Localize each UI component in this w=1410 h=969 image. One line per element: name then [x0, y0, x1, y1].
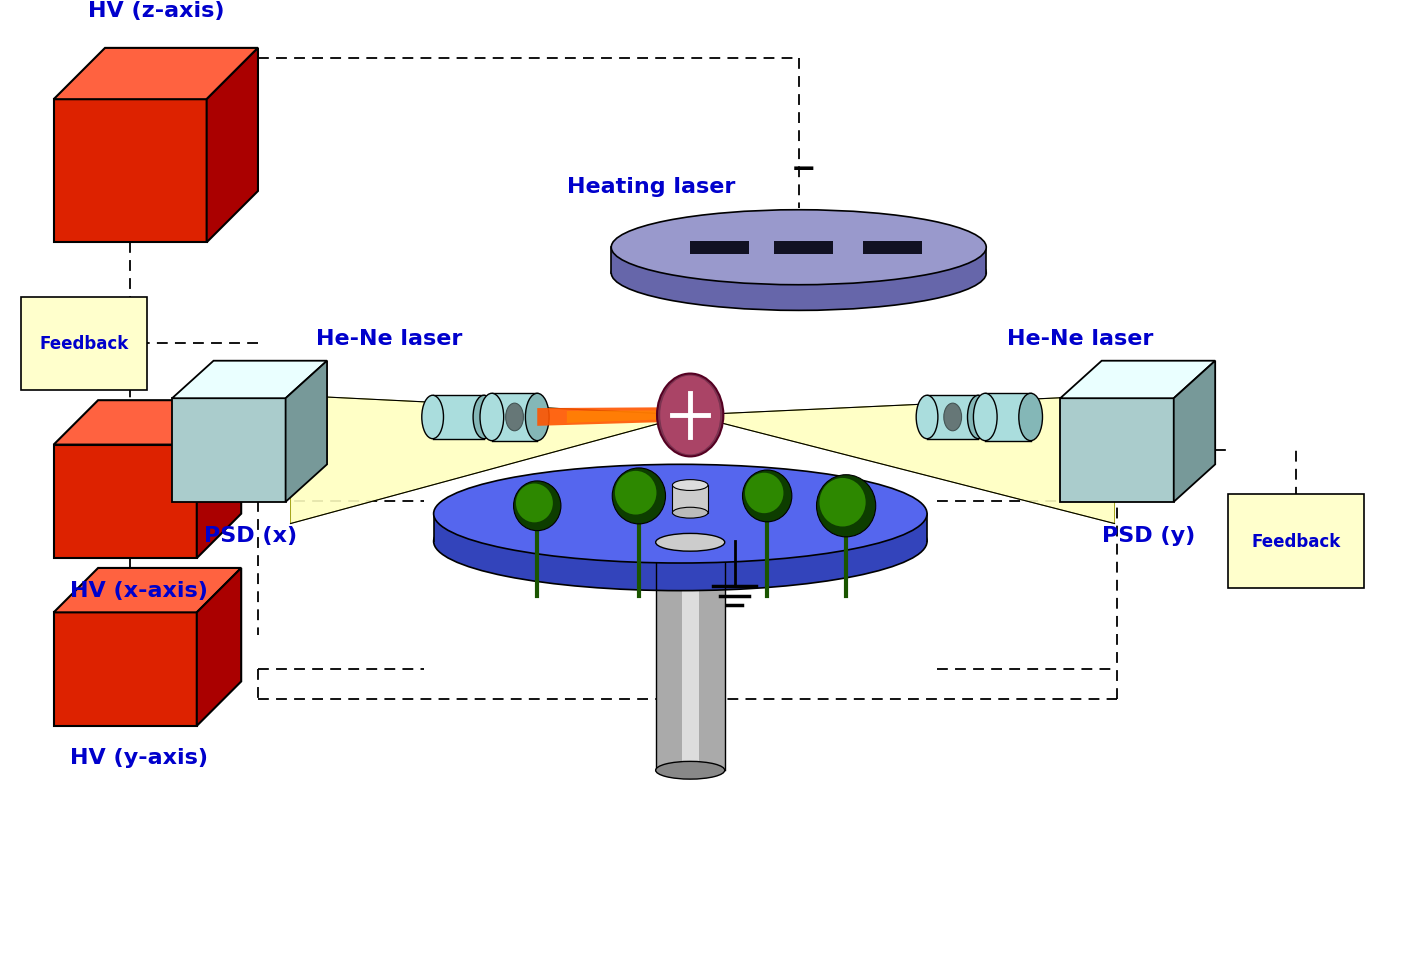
- Text: Feedback: Feedback: [39, 335, 128, 353]
- Ellipse shape: [434, 492, 926, 591]
- Polygon shape: [290, 396, 691, 524]
- Ellipse shape: [660, 376, 721, 454]
- Ellipse shape: [526, 393, 548, 441]
- Text: He-Ne laser: He-Ne laser: [316, 328, 462, 349]
- Ellipse shape: [513, 482, 561, 531]
- Text: PSD (x): PSD (x): [204, 526, 298, 546]
- Polygon shape: [1173, 361, 1215, 502]
- Ellipse shape: [744, 473, 784, 514]
- FancyBboxPatch shape: [1228, 494, 1365, 588]
- Ellipse shape: [1019, 393, 1042, 441]
- Ellipse shape: [916, 396, 938, 439]
- Polygon shape: [54, 445, 197, 558]
- Polygon shape: [207, 48, 258, 243]
- Polygon shape: [54, 612, 197, 726]
- Polygon shape: [774, 241, 833, 255]
- Ellipse shape: [479, 393, 503, 441]
- Polygon shape: [197, 401, 241, 558]
- Polygon shape: [54, 48, 258, 100]
- Polygon shape: [172, 399, 286, 502]
- Text: HV (y-axis): HV (y-axis): [69, 748, 207, 767]
- Polygon shape: [433, 396, 484, 439]
- Polygon shape: [54, 100, 207, 243]
- Polygon shape: [926, 396, 979, 439]
- Polygon shape: [691, 396, 1114, 524]
- Polygon shape: [1060, 399, 1173, 502]
- Text: PSD (y): PSD (y): [1103, 526, 1196, 546]
- Ellipse shape: [615, 471, 657, 516]
- Ellipse shape: [943, 404, 962, 431]
- Polygon shape: [986, 393, 1031, 441]
- Ellipse shape: [673, 480, 708, 491]
- Ellipse shape: [656, 762, 725, 779]
- Polygon shape: [492, 393, 537, 441]
- Polygon shape: [54, 401, 241, 445]
- Polygon shape: [567, 411, 701, 423]
- Ellipse shape: [657, 374, 723, 457]
- Ellipse shape: [656, 534, 725, 551]
- Ellipse shape: [474, 396, 495, 439]
- Ellipse shape: [967, 396, 990, 439]
- Polygon shape: [286, 361, 327, 502]
- Polygon shape: [612, 248, 986, 273]
- Polygon shape: [537, 408, 702, 426]
- Polygon shape: [656, 543, 725, 770]
- Polygon shape: [673, 485, 708, 514]
- Polygon shape: [691, 241, 749, 255]
- Ellipse shape: [973, 393, 997, 441]
- Ellipse shape: [673, 508, 708, 518]
- Text: Feedback: Feedback: [1252, 532, 1341, 550]
- Ellipse shape: [434, 465, 926, 563]
- Ellipse shape: [816, 475, 876, 537]
- Text: HV (z-axis): HV (z-axis): [87, 1, 224, 21]
- Polygon shape: [863, 241, 922, 255]
- Ellipse shape: [422, 396, 444, 439]
- Ellipse shape: [743, 471, 792, 522]
- Polygon shape: [54, 569, 241, 612]
- Polygon shape: [681, 543, 699, 770]
- Ellipse shape: [612, 236, 986, 311]
- Text: HV (x-axis): HV (x-axis): [69, 580, 207, 600]
- Text: −: −: [791, 155, 816, 183]
- Ellipse shape: [612, 468, 666, 524]
- Polygon shape: [197, 569, 241, 726]
- Ellipse shape: [612, 210, 986, 286]
- Text: He-Ne laser: He-Ne laser: [1007, 328, 1153, 349]
- Text: Heating laser: Heating laser: [567, 177, 735, 197]
- Polygon shape: [434, 515, 926, 542]
- Ellipse shape: [516, 484, 553, 523]
- FancyBboxPatch shape: [21, 297, 148, 391]
- Polygon shape: [1060, 361, 1215, 399]
- Ellipse shape: [506, 404, 523, 431]
- Polygon shape: [172, 361, 327, 399]
- Ellipse shape: [819, 479, 866, 527]
